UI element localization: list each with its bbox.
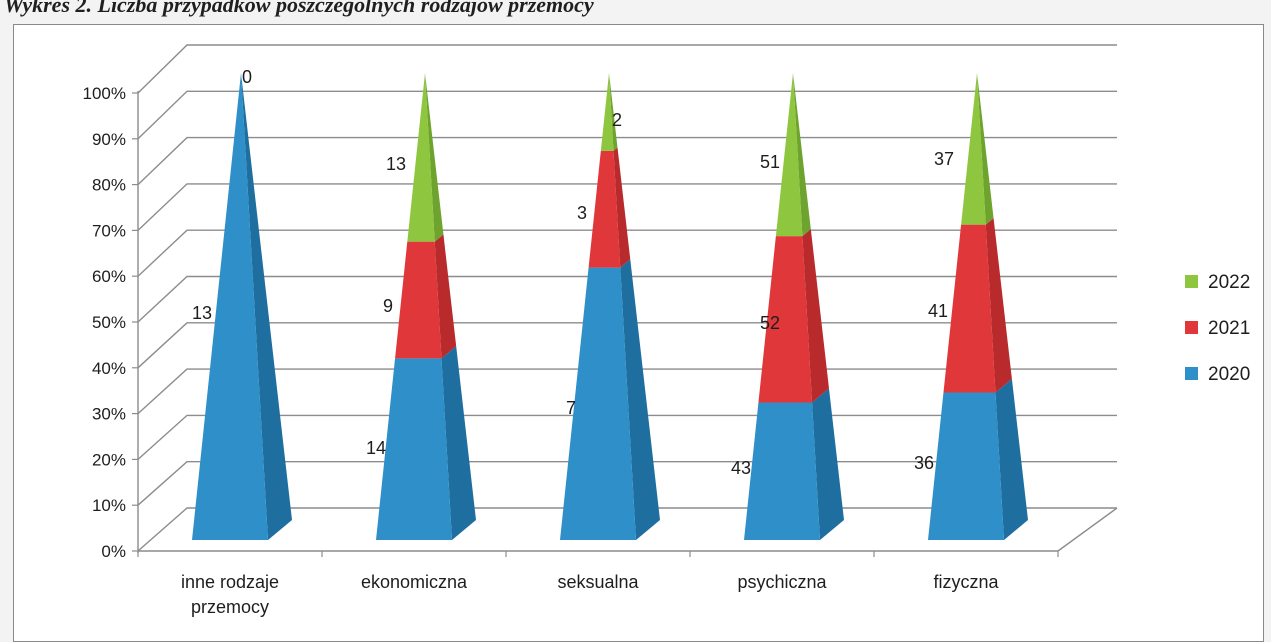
pyramid-segment xyxy=(600,73,614,151)
pyramid-segment-side xyxy=(985,218,1012,393)
gridline xyxy=(137,44,1117,94)
legend-swatch xyxy=(1185,321,1198,334)
y-tick-label: 0% xyxy=(101,542,126,561)
data-label: 36 xyxy=(914,453,934,473)
data-label: 9 xyxy=(383,296,393,316)
data-label: 13 xyxy=(386,154,406,174)
legend-label: 2020 xyxy=(1208,364,1250,385)
page-title: Wykres 2. Liczba przypadków poszczególny… xyxy=(4,0,594,17)
data-label: 52 xyxy=(760,313,780,333)
pyramid-segment-side xyxy=(241,73,292,540)
legend-label: 2022 xyxy=(1208,272,1250,293)
y-tick-label: 50% xyxy=(92,313,126,332)
data-label: 14 xyxy=(366,438,386,458)
pyramid-segment-side xyxy=(434,234,457,359)
pyramid-segment xyxy=(588,150,621,268)
pyramid-segment-side xyxy=(802,229,829,403)
y-tick-label: 80% xyxy=(92,176,126,195)
x-category-label: inne rodzaje xyxy=(181,572,279,592)
data-label: 3 xyxy=(577,203,587,223)
data-label: 41 xyxy=(928,301,948,321)
pyramid-segment-side xyxy=(441,346,476,540)
legend-swatch xyxy=(1185,275,1198,288)
pyramid-segment-side xyxy=(977,73,994,225)
x-category-label: przemocy xyxy=(191,597,269,617)
data-label: 37 xyxy=(934,149,954,169)
pyramid-segment-side xyxy=(995,378,1028,540)
pyramid-segment xyxy=(395,241,442,359)
legend-swatch xyxy=(1185,367,1198,380)
pyramid-segment-side xyxy=(609,73,618,151)
pyramid-segment xyxy=(943,224,996,393)
pyramid-segment-side xyxy=(793,73,811,237)
y-tick-label: 90% xyxy=(92,130,126,149)
x-category-label: fizyczna xyxy=(933,572,999,592)
pyramid-segment-side xyxy=(425,73,444,242)
y-tick-label: 10% xyxy=(92,496,126,515)
pyramid-segment xyxy=(928,392,1004,540)
gridline xyxy=(137,136,1117,186)
data-label: 7 xyxy=(566,398,576,418)
data-label: 2 xyxy=(612,110,622,130)
data-label: 43 xyxy=(731,458,751,478)
x-category-label: psychiczna xyxy=(737,572,827,592)
pyramid-segment xyxy=(744,402,820,540)
pyramid-segment xyxy=(775,73,803,237)
y-tick-label: 30% xyxy=(92,405,126,424)
pyramid-segment xyxy=(192,73,268,540)
pyramid-segment xyxy=(758,236,813,403)
y-tick-label: 20% xyxy=(92,450,126,469)
gridline xyxy=(137,90,1117,140)
pyramid-segment xyxy=(961,73,986,225)
pyramid-segment-side xyxy=(620,259,660,540)
data-label: 13 xyxy=(192,303,212,323)
pyramid-segment-side xyxy=(613,147,631,268)
y-tick-label: 40% xyxy=(92,359,126,378)
y-tick-label: 70% xyxy=(92,221,126,240)
pyramid-segment-side xyxy=(812,388,844,540)
y-tick-label: 60% xyxy=(92,267,126,286)
legend-label: 2021 xyxy=(1208,318,1250,339)
pyramid-segment xyxy=(560,267,636,540)
data-label: 51 xyxy=(760,152,780,172)
y-tick-label: 100% xyxy=(83,84,126,103)
gridline xyxy=(137,183,1117,231)
pyramid-segment xyxy=(376,358,452,540)
x-category-label: ekonomiczna xyxy=(361,572,468,592)
data-label: 0 xyxy=(242,67,252,87)
x-category-label: seksualna xyxy=(557,572,639,592)
pyramid-segment xyxy=(407,73,435,242)
